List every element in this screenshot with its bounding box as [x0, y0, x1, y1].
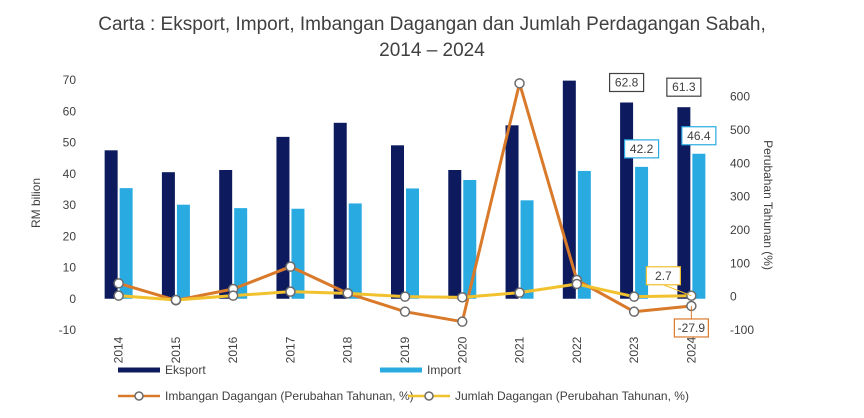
callout-label: 62.8 [615, 76, 639, 90]
point-jumlah [227, 290, 239, 301]
y2-axis-title: Perubahan Tahunan (%) [761, 140, 775, 270]
bar-import [692, 153, 706, 299]
bar-eksport [391, 145, 404, 299]
x-tick-label: 2021 [513, 336, 527, 363]
x-tick-label: 2019 [398, 336, 412, 363]
y2-tick-label: 500 [730, 123, 750, 137]
legend-marker-imbangan [134, 391, 144, 401]
legend-label-import: Import [427, 363, 462, 377]
bar-import [291, 208, 305, 299]
y-tick-label: 70 [63, 73, 77, 87]
point-imbangan [399, 306, 411, 317]
point-imbangan [514, 78, 525, 89]
x-tick-label: 2020 [455, 336, 469, 363]
bar-eksport [448, 170, 462, 299]
bar-eksport [276, 136, 290, 299]
bar-eksport [677, 107, 691, 299]
x-tick-label: 2023 [627, 336, 641, 363]
point-jumlah [170, 294, 182, 306]
y2-tick-label: 100 [730, 256, 750, 270]
callout-label: 2.7 [655, 269, 672, 283]
callout-box [623, 139, 660, 159]
point-jumlah [571, 278, 583, 290]
x-tick-label: 2022 [570, 336, 584, 363]
legend-label-jumlah: Jumlah Dagangan (Perubahan Tahunan, %) [455, 389, 689, 403]
bar-import [577, 170, 591, 299]
callout-box [681, 126, 717, 146]
y-axis-title: RM bilion [29, 178, 43, 228]
y2-tick-label: 600 [730, 90, 750, 104]
point-imbangan [457, 316, 468, 327]
bar-import [635, 166, 649, 299]
bar-import [348, 203, 362, 299]
point-jumlah [342, 288, 353, 299]
callout-box [608, 72, 645, 93]
point-imbangan [628, 306, 640, 317]
x-tick-label: 2015 [169, 336, 183, 363]
point-imbangan [285, 261, 296, 272]
bar-eksport [161, 172, 175, 299]
callout-box [666, 77, 702, 97]
x-tick-label: 2014 [112, 336, 126, 363]
callouts-group: 62.8 61.3 42.2 46.4 2.7 -27.9 [608, 72, 717, 338]
y2-tick-label: -100 [730, 323, 754, 337]
chart-title-line-1: Carta : Eksport, Import, Imbangan Dagang… [98, 14, 766, 35]
x-tick-label: 2016 [226, 336, 240, 363]
y2-tick-label: 300 [730, 190, 750, 204]
lines-group [113, 78, 697, 327]
point-jumlah [628, 291, 640, 302]
y-tick-label: 20 [63, 229, 77, 243]
y2-tick-label: 400 [730, 156, 750, 170]
callout-label: 42.2 [630, 142, 654, 156]
callout-box [673, 318, 709, 338]
callout-label: 61.3 [672, 80, 696, 94]
y-tick-label: 40 [63, 167, 77, 181]
point-jumlah [457, 292, 468, 303]
x-tick-label: 2024 [684, 336, 698, 363]
point-imbangan [113, 278, 124, 289]
callout-label: 46.4 [687, 129, 711, 143]
y-tick-label: 60 [63, 104, 77, 118]
bar-eksport [333, 122, 347, 299]
legend: Eksport Import Imbangan Dagangan (Peruba… [118, 363, 689, 403]
y2-tick-label: 0 [730, 290, 737, 304]
x-tick-label: 2017 [283, 336, 297, 363]
y-tick-label: 10 [63, 261, 77, 275]
legend-marker-jumlah [424, 391, 434, 401]
bar-import [119, 188, 133, 299]
legend-label-imbangan: Imbangan Dagangan (Perubahan Tahunan, %) [165, 389, 414, 403]
bar-eksport [104, 150, 118, 299]
bar-import [463, 180, 477, 299]
y2-tick-label: 200 [730, 223, 750, 237]
point-jumlah [113, 290, 124, 301]
bar-import [234, 208, 248, 299]
callout-box [645, 266, 681, 286]
bar-import [176, 204, 190, 299]
axes-group: -10010203040506070-100010020030040050060… [59, 73, 755, 363]
line-imbangan [118, 81, 692, 324]
bar-eksport [219, 170, 233, 299]
callout-label: -27.9 [678, 321, 706, 335]
bar-import [406, 188, 419, 299]
bar-import [520, 200, 534, 299]
point-jumlah [399, 291, 411, 302]
bar-eksport [505, 125, 519, 299]
x-tick-label: 2018 [341, 336, 355, 363]
y-tick-label: -10 [59, 323, 77, 337]
point-jumlah [285, 286, 296, 297]
y-tick-label: 50 [63, 136, 77, 150]
legend-label-eksport: Eksport [165, 363, 206, 377]
bar-eksport [620, 102, 634, 299]
chart-title-line-2: 2014 – 2024 [379, 40, 485, 61]
y-tick-label: 0 [69, 292, 76, 306]
callout-leader [663, 284, 692, 297]
bars-group [104, 80, 706, 299]
y-tick-label: 30 [63, 198, 77, 212]
point-jumlah [514, 287, 525, 298]
